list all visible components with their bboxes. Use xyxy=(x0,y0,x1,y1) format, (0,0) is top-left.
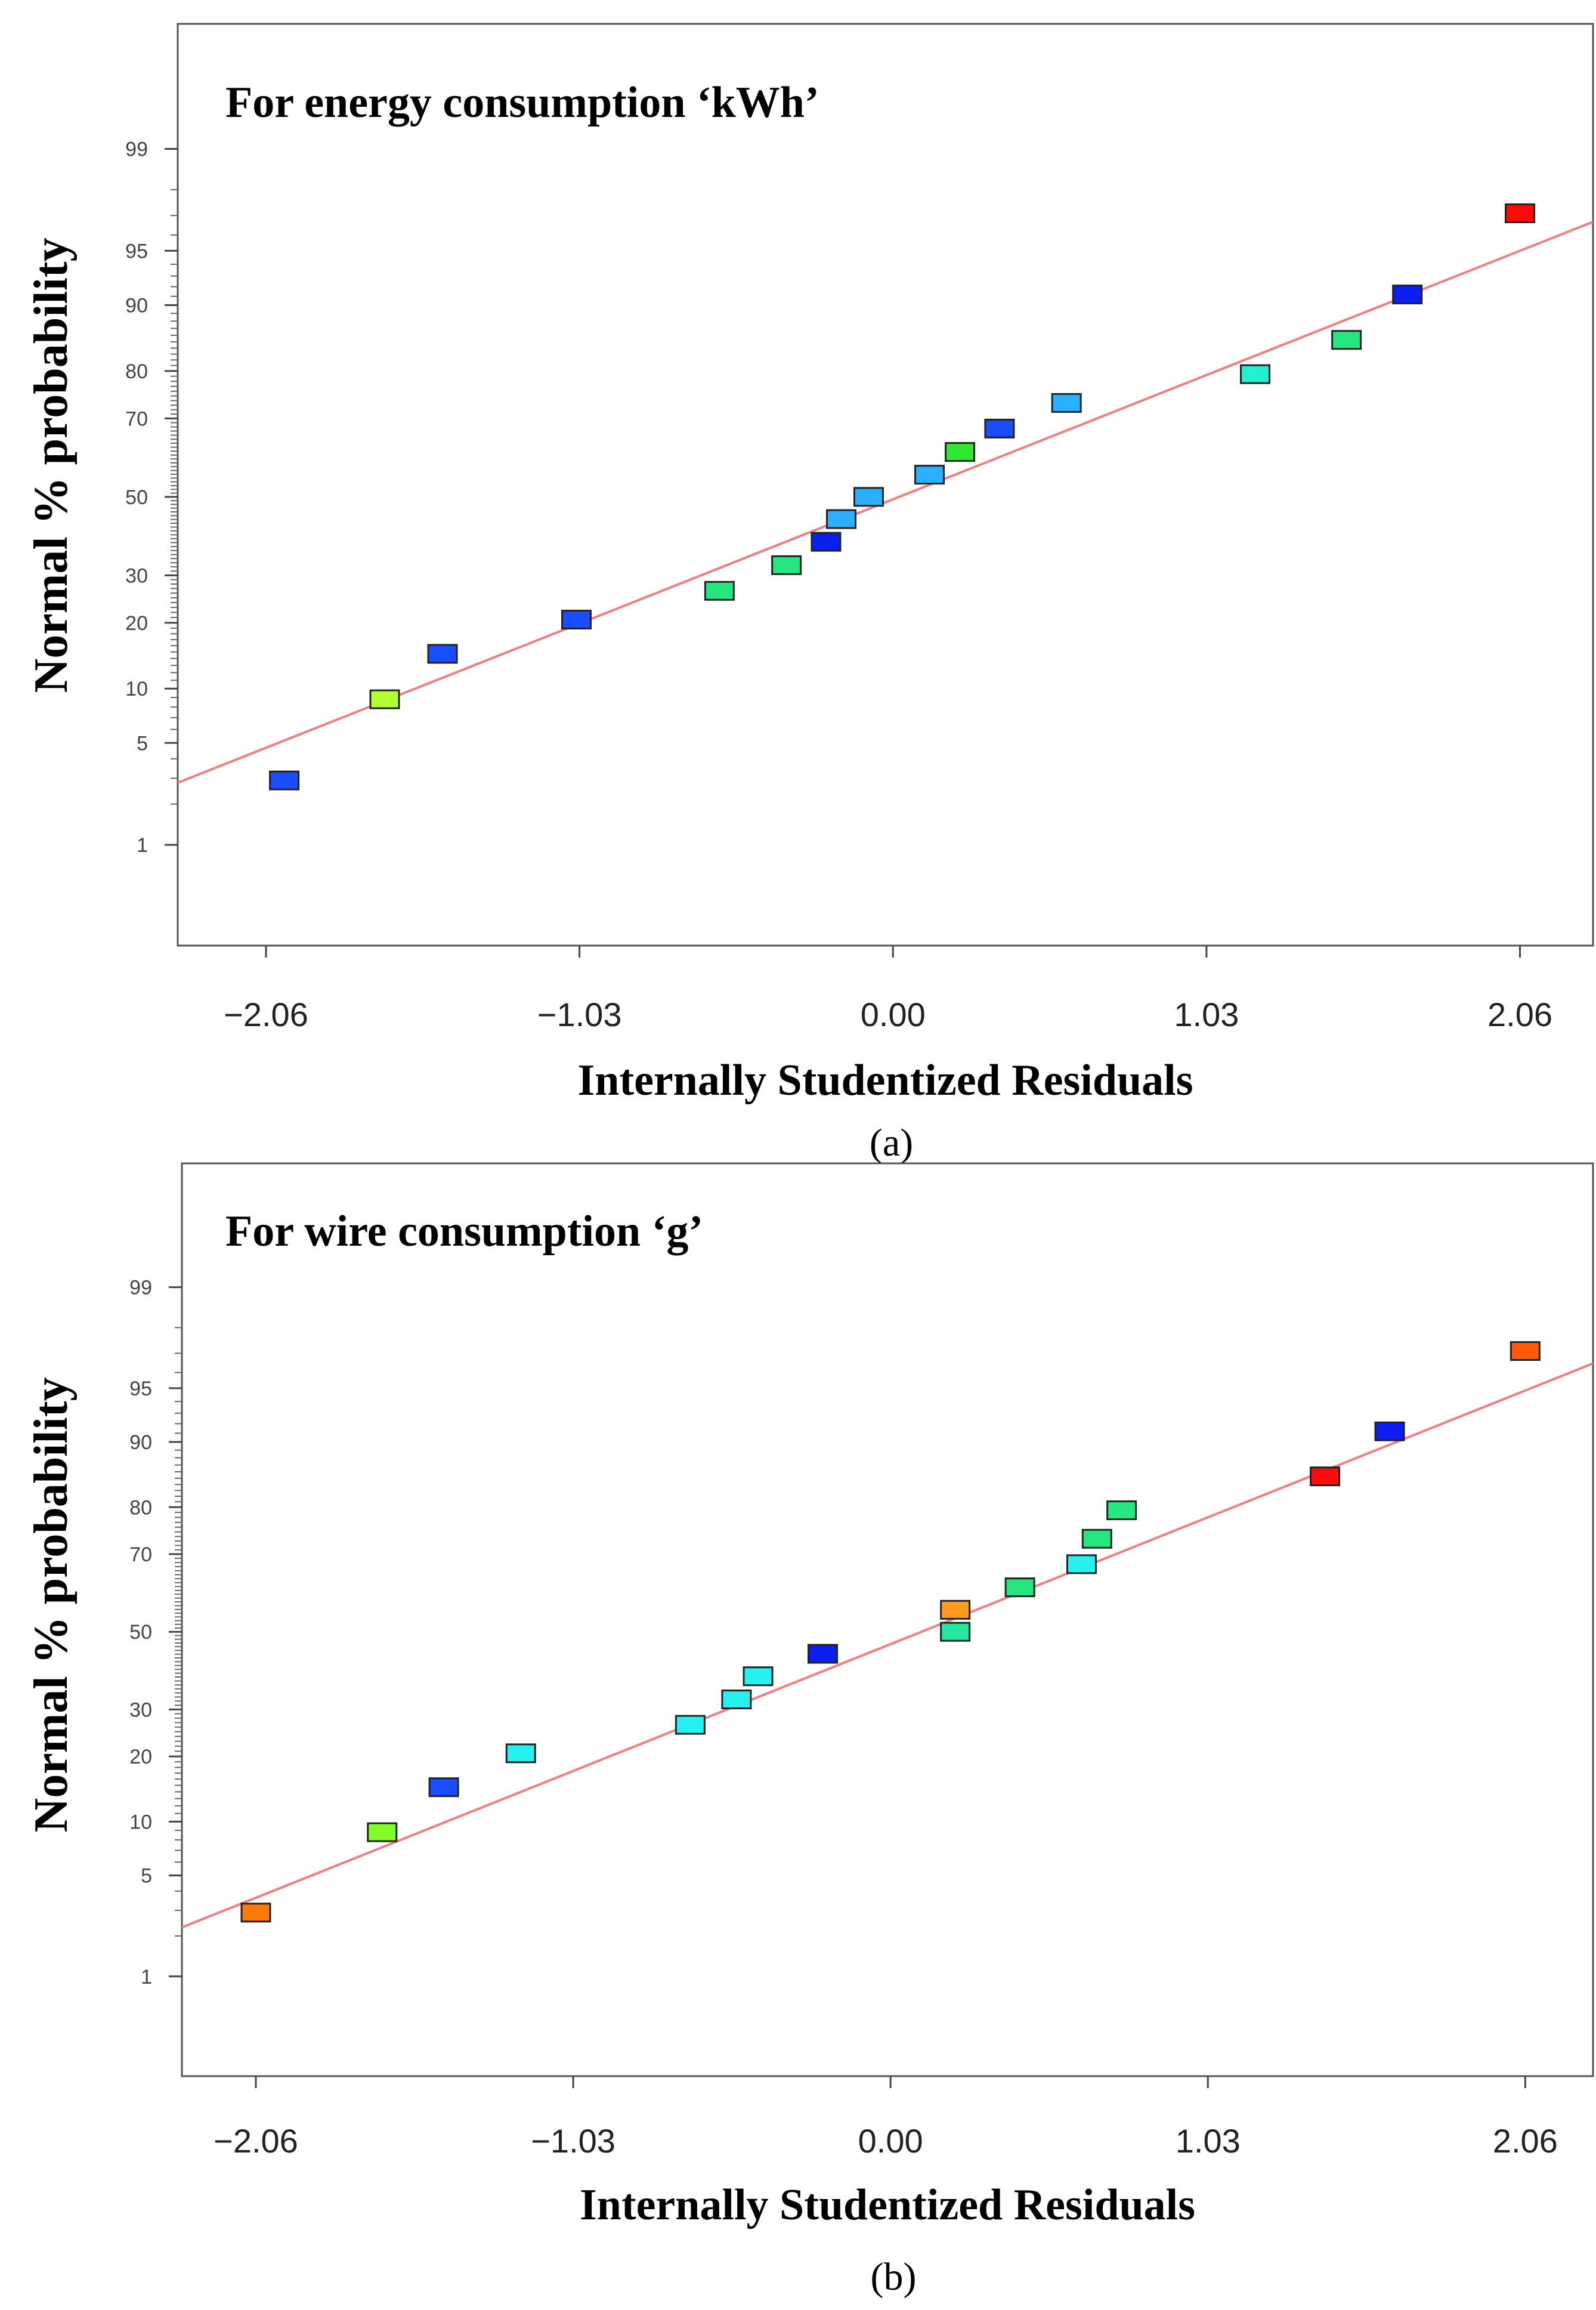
data-point xyxy=(811,532,842,552)
y-axis-title: Normal % probability xyxy=(25,1377,78,1832)
data-point xyxy=(914,465,945,485)
data-point xyxy=(940,1622,971,1642)
y-tick-label: 50 xyxy=(129,1621,152,1644)
x-tick-label: 1.03 xyxy=(1174,996,1239,1033)
y-tick-label: 90 xyxy=(129,1431,152,1454)
y-tick-label: 50 xyxy=(125,486,148,509)
y-tick-label: 20 xyxy=(129,1746,152,1768)
plot-frame xyxy=(181,1162,1594,2077)
data-point xyxy=(505,1743,536,1764)
data-point xyxy=(771,555,802,575)
data-point xyxy=(743,1666,774,1687)
plot-frame xyxy=(177,23,1594,947)
data-point xyxy=(1051,393,1082,413)
data-point xyxy=(1081,1528,1112,1549)
data-point xyxy=(1392,285,1423,305)
y-tick-label: 80 xyxy=(129,1496,152,1519)
y-tick-label: 1 xyxy=(137,834,148,857)
panel-title: For energy consumption ‘kWh’ xyxy=(225,78,819,127)
y-minor-ticks xyxy=(171,189,178,805)
data-point xyxy=(853,487,884,507)
data-point xyxy=(561,610,592,630)
data-point xyxy=(1331,330,1362,350)
data-point xyxy=(1004,1577,1035,1598)
data-point xyxy=(1066,1554,1097,1574)
data-point xyxy=(367,1822,398,1842)
x-tick-label: −2.06 xyxy=(224,996,308,1033)
x-tick-label: 2.06 xyxy=(1487,996,1552,1033)
data-point xyxy=(369,689,400,709)
fit-line xyxy=(182,1362,1593,1929)
data-point xyxy=(808,1644,839,1664)
y-minor-ticks xyxy=(175,1327,182,1937)
y-tick-label: 95 xyxy=(129,1378,152,1400)
y-tick-label: 10 xyxy=(129,1811,152,1833)
data-point xyxy=(721,1690,752,1710)
y-tick-label: 1 xyxy=(141,1966,152,1988)
data-point xyxy=(428,1777,459,1798)
data-point xyxy=(1240,364,1271,384)
data-point xyxy=(675,1715,706,1735)
x-tick-label: 1.03 xyxy=(1176,2122,1241,2160)
data-point xyxy=(1374,1421,1405,1441)
data-point xyxy=(1505,203,1536,224)
panel-label: (a) xyxy=(870,1121,913,1165)
data-point xyxy=(984,418,1015,438)
y-axis-title: Normal % probability xyxy=(25,237,78,693)
y-tick-label: 80 xyxy=(125,360,148,383)
data-point xyxy=(1106,1500,1137,1521)
y-tick-label: 95 xyxy=(125,240,148,262)
y-tick-label: 5 xyxy=(141,1865,152,1888)
data-point xyxy=(269,770,300,790)
y-tick-label: 30 xyxy=(129,1698,152,1721)
x-tick-label: −1.03 xyxy=(531,2122,615,2160)
data-point xyxy=(1310,1466,1341,1487)
fit-line xyxy=(178,221,1593,784)
chart-panel-a: 1 5 10 20 30 50 70 80 90 95 99 −2.06 −1.03 0.00 1.03 2.… xyxy=(25,23,1594,1165)
data-point xyxy=(1510,1341,1541,1361)
chart-panel-b: 1 5 10 20 30 50 70 80 90 95 99 −2.06 −1.03 0.00 1.03 2.… xyxy=(25,1162,1594,2299)
x-tick-label: 2.06 xyxy=(1493,2122,1558,2160)
data-point xyxy=(826,509,857,529)
y-tick-label: 30 xyxy=(125,564,148,587)
y-tick-label: 5 xyxy=(137,732,148,755)
panel-title: For wire consumption ‘g’ xyxy=(225,1207,703,1256)
x-axis-title: Internally Studentized Residuals xyxy=(577,1056,1193,1105)
y-tick-label: 10 xyxy=(125,678,148,700)
y-tick-label: 20 xyxy=(125,612,148,635)
y-tick-label: 70 xyxy=(129,1543,152,1566)
x-tick-label: 0.00 xyxy=(861,996,926,1033)
x-axis-title: Internally Studentized Residuals xyxy=(580,2181,1195,2229)
data-point xyxy=(240,1903,271,1923)
y-tick-label: 99 xyxy=(129,1277,152,1299)
data-point xyxy=(704,580,735,601)
y-tick-label: 70 xyxy=(125,407,148,430)
panel-label: (b) xyxy=(871,2255,917,2299)
y-tick-label: 90 xyxy=(125,295,148,317)
x-tick-label: 0.00 xyxy=(858,2122,923,2160)
data-point xyxy=(940,1599,971,1620)
x-tick-label: −2.06 xyxy=(214,2122,298,2160)
data-point xyxy=(427,644,458,664)
y-tick-label: 99 xyxy=(125,138,148,161)
data-point xyxy=(945,442,976,462)
x-tick-label: −1.03 xyxy=(537,996,622,1033)
